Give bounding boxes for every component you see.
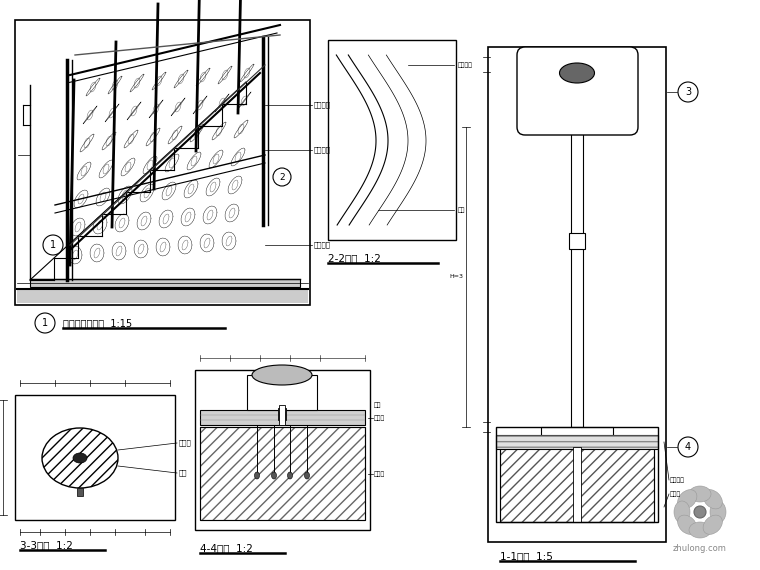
Text: 楼梯踏步: 楼梯踏步 (314, 242, 331, 249)
Text: 钢管扶手: 钢管扶手 (314, 101, 331, 108)
Text: 混凝土: 混凝土 (374, 471, 385, 477)
Ellipse shape (271, 472, 277, 479)
Bar (200, 410, 365, 425)
Ellipse shape (305, 472, 309, 479)
Bar (541, 427, 613, 447)
Text: 4-4剖面  1:2: 4-4剖面 1:2 (200, 543, 253, 553)
Text: 3-3剖面  1:2: 3-3剖面 1:2 (20, 540, 73, 550)
Bar (15, 395, 175, 520)
Bar (496, 435, 658, 449)
Bar (15, 20, 310, 305)
Bar (17, 289, 308, 303)
Bar (279, 405, 285, 425)
Circle shape (678, 437, 698, 457)
Bar (30, 279, 300, 287)
Circle shape (43, 235, 63, 255)
Text: zhulong.com: zhulong.com (673, 544, 727, 553)
Circle shape (694, 506, 706, 518)
Bar (496, 435, 658, 449)
Bar (569, 233, 585, 249)
Ellipse shape (73, 453, 87, 463)
Bar (571, 127, 583, 427)
Bar (328, 40, 456, 240)
Bar (500, 447, 654, 522)
Text: 地板砖: 地板砖 (670, 491, 681, 497)
Text: 2-2剖面  1:2: 2-2剖面 1:2 (328, 253, 381, 263)
Bar (200, 427, 365, 520)
Circle shape (273, 168, 291, 186)
Bar (279, 412, 285, 422)
Text: H=3: H=3 (449, 275, 463, 279)
Circle shape (35, 313, 55, 333)
FancyBboxPatch shape (517, 47, 638, 135)
Text: 铁管: 铁管 (179, 470, 188, 477)
Bar (488, 47, 666, 542)
Ellipse shape (689, 522, 711, 538)
Ellipse shape (42, 428, 118, 488)
Ellipse shape (710, 501, 726, 523)
Text: 钢管扶手: 钢管扶手 (670, 477, 685, 483)
Text: 1: 1 (50, 240, 56, 250)
Bar (278, 408, 286, 420)
Ellipse shape (689, 486, 711, 502)
Text: 铸铁花件: 铸铁花件 (314, 146, 331, 153)
Ellipse shape (703, 515, 722, 534)
Ellipse shape (287, 472, 293, 479)
Ellipse shape (678, 490, 697, 509)
Ellipse shape (674, 501, 690, 523)
Text: 4: 4 (685, 442, 691, 452)
Text: 2: 2 (279, 173, 285, 181)
Text: 螺栓: 螺栓 (374, 402, 382, 408)
Text: 钢管扶手: 钢管扶手 (458, 62, 473, 68)
Ellipse shape (252, 365, 312, 385)
Text: 地板砖: 地板砖 (374, 415, 385, 421)
Bar (496, 427, 658, 522)
Text: 3: 3 (685, 87, 691, 97)
Bar (77, 488, 83, 496)
Text: 1-1剖面  1:5: 1-1剖面 1:5 (500, 551, 553, 561)
Ellipse shape (703, 490, 722, 509)
Bar (200, 427, 365, 520)
Bar (573, 447, 581, 522)
Text: 铁管: 铁管 (458, 207, 465, 213)
Ellipse shape (678, 515, 697, 534)
Ellipse shape (559, 63, 594, 83)
Bar (247, 375, 317, 410)
Ellipse shape (255, 472, 259, 479)
Circle shape (678, 82, 698, 102)
Text: 1: 1 (42, 318, 48, 328)
Text: 楼梯栏杆立面图  1:15: 楼梯栏杆立面图 1:15 (63, 318, 132, 328)
Bar (195, 370, 370, 530)
Bar (500, 447, 654, 522)
Text: 木扶手: 木扶手 (179, 439, 192, 446)
